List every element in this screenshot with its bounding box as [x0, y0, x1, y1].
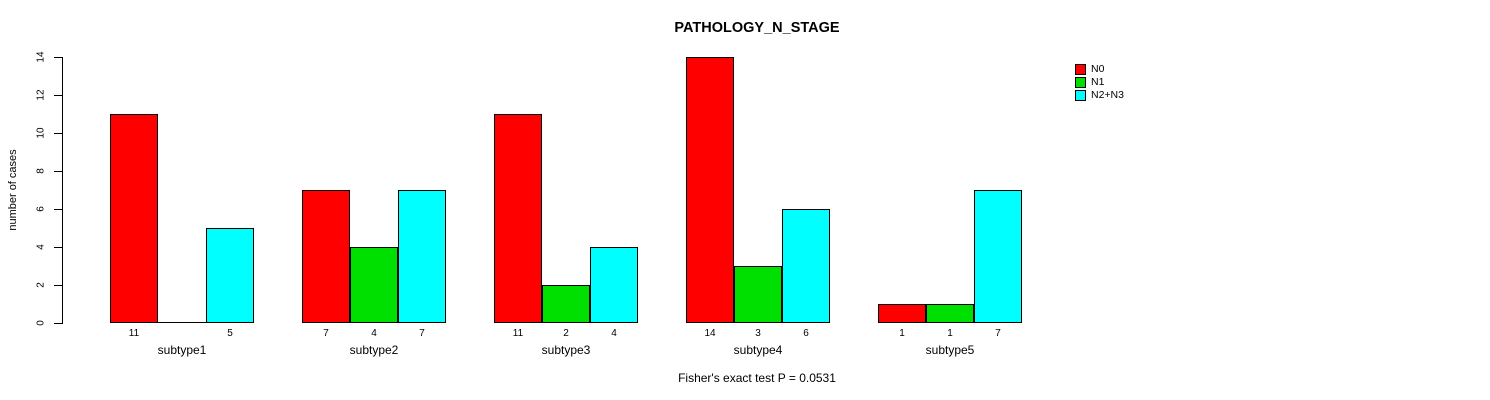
footer-annotation: Fisher's exact test P = 0.0531	[678, 371, 836, 385]
legend-label-N1: N1	[1091, 76, 1105, 88]
y-axis-tick-label: 4	[35, 244, 47, 250]
legend-swatch-N2+N3	[1075, 90, 1086, 101]
y-axis-tick-label: 6	[35, 206, 47, 212]
bar-value-label: 2	[563, 328, 569, 339]
bar-value-label: 7	[995, 328, 1001, 339]
bar-value-label: 7	[323, 328, 329, 339]
y-axis-tick	[54, 285, 62, 286]
bar-value-label: 1	[947, 328, 953, 339]
y-axis-tick	[54, 133, 62, 134]
y-axis-line	[62, 57, 63, 324]
y-axis-tick-label: 12	[35, 89, 47, 101]
category-label-subtype3: subtype3	[541, 343, 591, 357]
bar-value-label: 14	[704, 328, 716, 339]
bar-subtype5-N0	[878, 304, 926, 323]
y-axis-tick-label: 10	[35, 127, 47, 139]
y-axis-tick	[54, 247, 62, 248]
chart-title: PATHOLOGY_N_STAGE	[674, 20, 840, 36]
legend-swatch-N1	[1075, 77, 1086, 88]
bar-subtype4-N0	[686, 57, 734, 323]
bar-value-label: 4	[371, 328, 377, 339]
bar-subtype4-N2+N3	[782, 209, 830, 323]
bar-subtype1-N1	[158, 322, 206, 323]
legend-label-N2+N3: N2+N3	[1091, 89, 1124, 101]
y-axis-title: number of cases	[7, 149, 19, 231]
bar-value-label: 5	[227, 328, 233, 339]
category-label-subtype1: subtype1	[157, 343, 207, 357]
category-label-subtype4: subtype4	[733, 343, 783, 357]
bar-subtype3-N0	[494, 114, 542, 323]
bar-value-label: 11	[128, 328, 140, 339]
bar-subtype3-N1	[542, 285, 590, 323]
bar-subtype2-N0	[302, 190, 350, 323]
y-axis-tick-label: 8	[35, 168, 47, 174]
bar-subtype4-N1	[734, 266, 782, 323]
y-axis-tick	[54, 57, 62, 58]
y-axis-tick	[54, 171, 62, 172]
bar-subtype5-N1	[926, 304, 974, 323]
y-axis-tick-label: 0	[35, 320, 47, 326]
bar-subtype2-N2+N3	[398, 190, 446, 323]
bar-value-label: 1	[899, 328, 905, 339]
bar-subtype2-N1	[350, 247, 398, 323]
legend-label-N0: N0	[1091, 63, 1105, 75]
bar-subtype1-N0	[110, 114, 158, 323]
bar-value-label: 3	[755, 328, 761, 339]
y-axis-tick-label: 14	[35, 51, 47, 63]
bar-subtype5-N2+N3	[974, 190, 1022, 323]
bar-subtype3-N2+N3	[590, 247, 638, 323]
legend-swatch-N0	[1075, 64, 1086, 75]
y-axis-tick	[54, 209, 62, 210]
y-axis-tick	[54, 95, 62, 96]
y-axis-tick	[54, 323, 62, 324]
bar-value-label: 11	[512, 328, 524, 339]
bar-value-label: 7	[419, 328, 425, 339]
bar-subtype1-N2+N3	[206, 228, 254, 323]
category-label-subtype2: subtype2	[349, 343, 399, 357]
category-label-subtype5: subtype5	[925, 343, 975, 357]
bar-value-label: 6	[803, 328, 809, 339]
bar-value-label: 4	[611, 328, 617, 339]
y-axis-tick-label: 2	[35, 282, 47, 288]
